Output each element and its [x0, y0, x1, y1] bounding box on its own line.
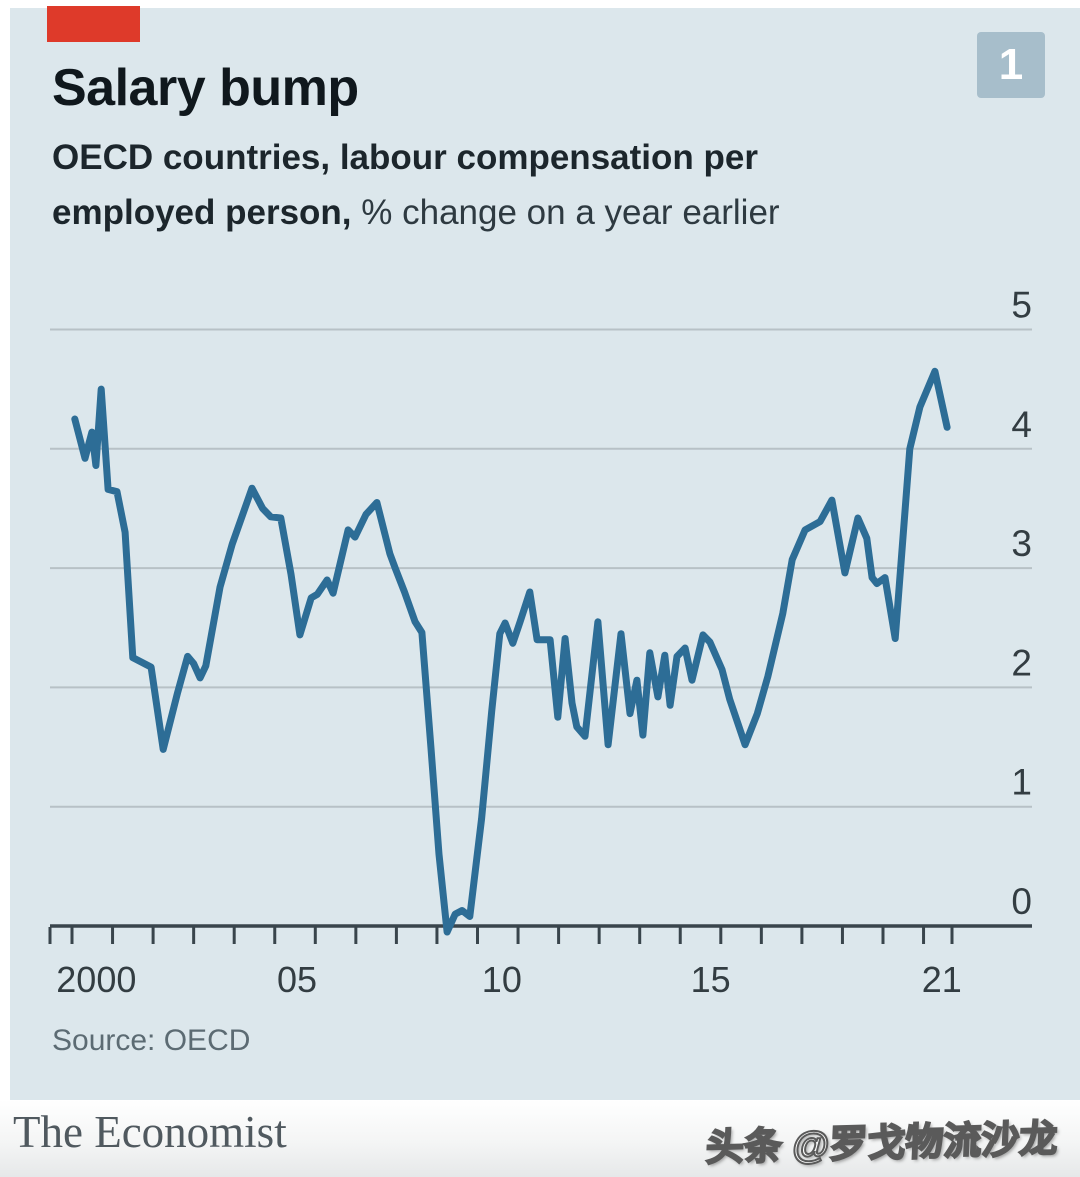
chart-title: Salary bump — [52, 59, 359, 117]
subtitle-line2-light: % change on a year earlier — [361, 193, 780, 232]
economist-brand: The Economist — [13, 1107, 287, 1157]
footer-strip: The Economist 头条 @罗戈物流沙龙 — [0, 1100, 1080, 1177]
subtitle-line1: OECD countries, labour compensation per — [52, 138, 758, 177]
source-note: Source: OECD — [52, 1024, 251, 1057]
subtitle-line2-strong: employed person, — [52, 193, 352, 232]
red-accent-bar — [47, 6, 140, 42]
toutiao-watermark: 头条 @罗戈物流沙龙 — [704, 1117, 1059, 1170]
figure-number-badge: 1 — [977, 32, 1045, 98]
chart-card: 1 Salary bump OECD countries, labour com… — [10, 6, 1080, 1100]
chart-subtitle: OECD countries, labour compensation per e… — [52, 130, 780, 240]
